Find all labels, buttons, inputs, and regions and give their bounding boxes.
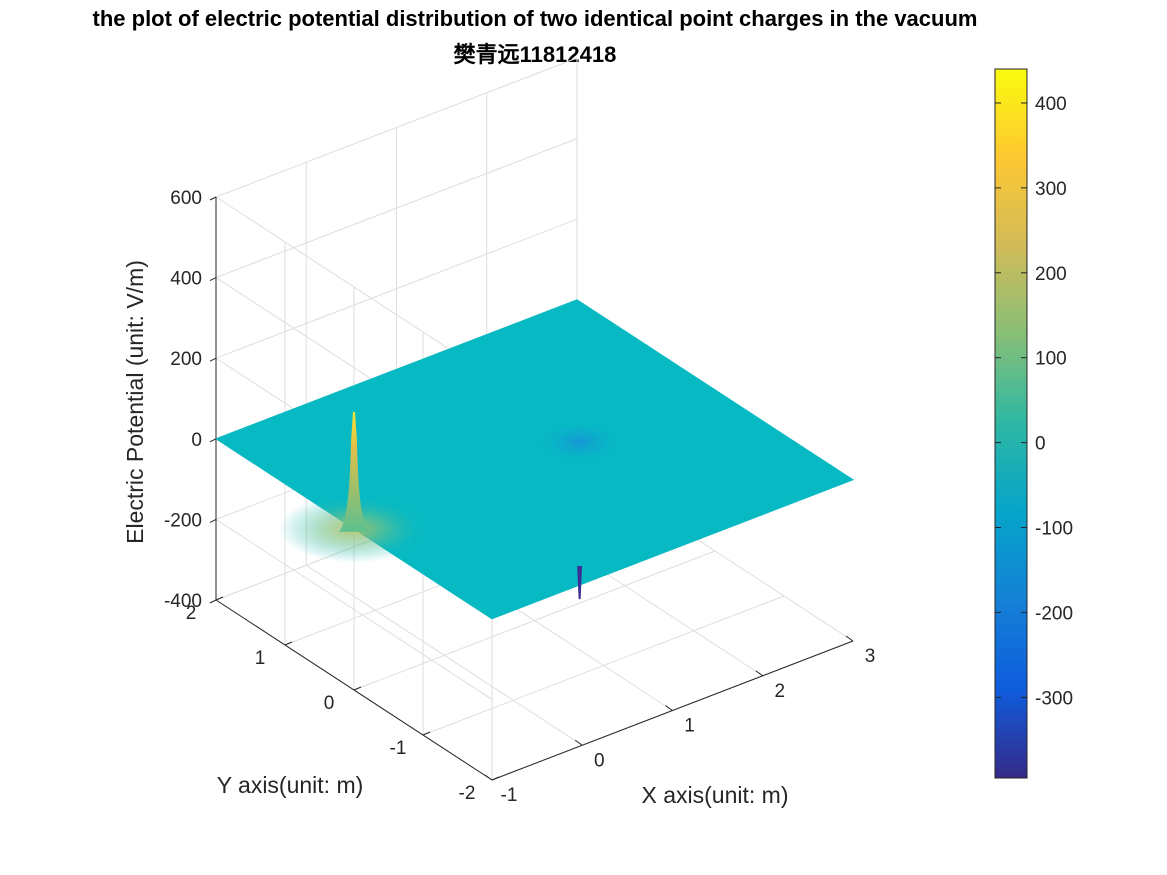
grid-line — [215, 138, 578, 279]
negative-charge-dip-base — [535, 419, 624, 464]
colorbar-tick-label: 0 — [1035, 434, 1046, 455]
colorbar-tick-label: 400 — [1035, 94, 1067, 115]
tick-marks — [209, 196, 854, 781]
positive-charge-peak — [339, 411, 369, 532]
tick-mark — [574, 739, 583, 746]
tick-mark — [845, 635, 854, 642]
tick-mark — [209, 357, 217, 362]
z-tick-label: -400 — [164, 591, 202, 612]
y-tick-label: 1 — [255, 648, 266, 669]
z-tick-label: 600 — [170, 188, 202, 209]
y-axis-label: Y axis(unit: m) — [217, 772, 364, 798]
colorbar-tick-label: -200 — [1035, 603, 1073, 624]
x-tick-label: 0 — [594, 750, 605, 771]
grid-line — [215, 57, 578, 198]
tick-mark — [209, 599, 217, 604]
tick-mark — [422, 731, 431, 736]
tick-mark — [209, 196, 217, 201]
colorbar-scale — [994, 68, 1028, 779]
z-tick-label: 400 — [170, 269, 202, 290]
grid-line — [215, 518, 493, 700]
colorbar-ticks: 400 300 200 100 0 -100 -200 -300 — [995, 94, 1073, 709]
tick-mark — [209, 518, 217, 523]
colorbar-tick-label: 200 — [1035, 264, 1067, 285]
surface-plane — [214, 299, 855, 620]
z-tick-label: -200 — [164, 510, 202, 531]
z-tick-label: 0 — [191, 430, 202, 451]
tick-mark — [215, 596, 224, 601]
x-axis-label: X axis(unit: m) — [642, 782, 789, 808]
x-tick-label: 1 — [684, 716, 695, 737]
z-tick-label: 200 — [170, 349, 202, 370]
x-tick-label: 3 — [865, 646, 876, 667]
y-tick-label: 2 — [186, 603, 197, 624]
x-tick-label: -1 — [501, 785, 518, 806]
tick-mark — [353, 686, 362, 691]
grid-line — [422, 595, 785, 736]
chart-subtitle: 樊青远11812418 — [453, 42, 617, 67]
negative-charge-dip — [577, 566, 583, 600]
colorbar: 400 300 200 100 0 -100 -200 -300 — [994, 68, 1073, 779]
x-tick-label: 2 — [774, 681, 785, 702]
y-tick-label: -2 — [459, 783, 476, 804]
colorbar-tick-label: -300 — [1035, 688, 1073, 709]
tick-mark — [209, 277, 217, 282]
y-tick-label: -1 — [390, 738, 407, 759]
colorbar-tick-label: -100 — [1035, 519, 1073, 540]
colorbar-tick-label: 300 — [1035, 179, 1067, 200]
z-axis-label: Electric Potential (unit: V/m) — [122, 260, 148, 544]
colorbar-tick-label: 100 — [1035, 349, 1067, 370]
grid-line — [353, 550, 716, 691]
tick-mark — [665, 705, 673, 711]
tick-mark — [284, 641, 293, 646]
surface — [214, 299, 855, 620]
chart-title: the plot of electric potential distribut… — [92, 6, 978, 31]
y-tick-label: 0 — [324, 693, 335, 714]
grid-line — [215, 218, 578, 359]
grid-line — [215, 196, 493, 378]
tick-mark — [484, 774, 493, 781]
tick-mark — [755, 670, 764, 677]
tick-mark — [209, 438, 217, 443]
tick-mark — [491, 776, 500, 781]
